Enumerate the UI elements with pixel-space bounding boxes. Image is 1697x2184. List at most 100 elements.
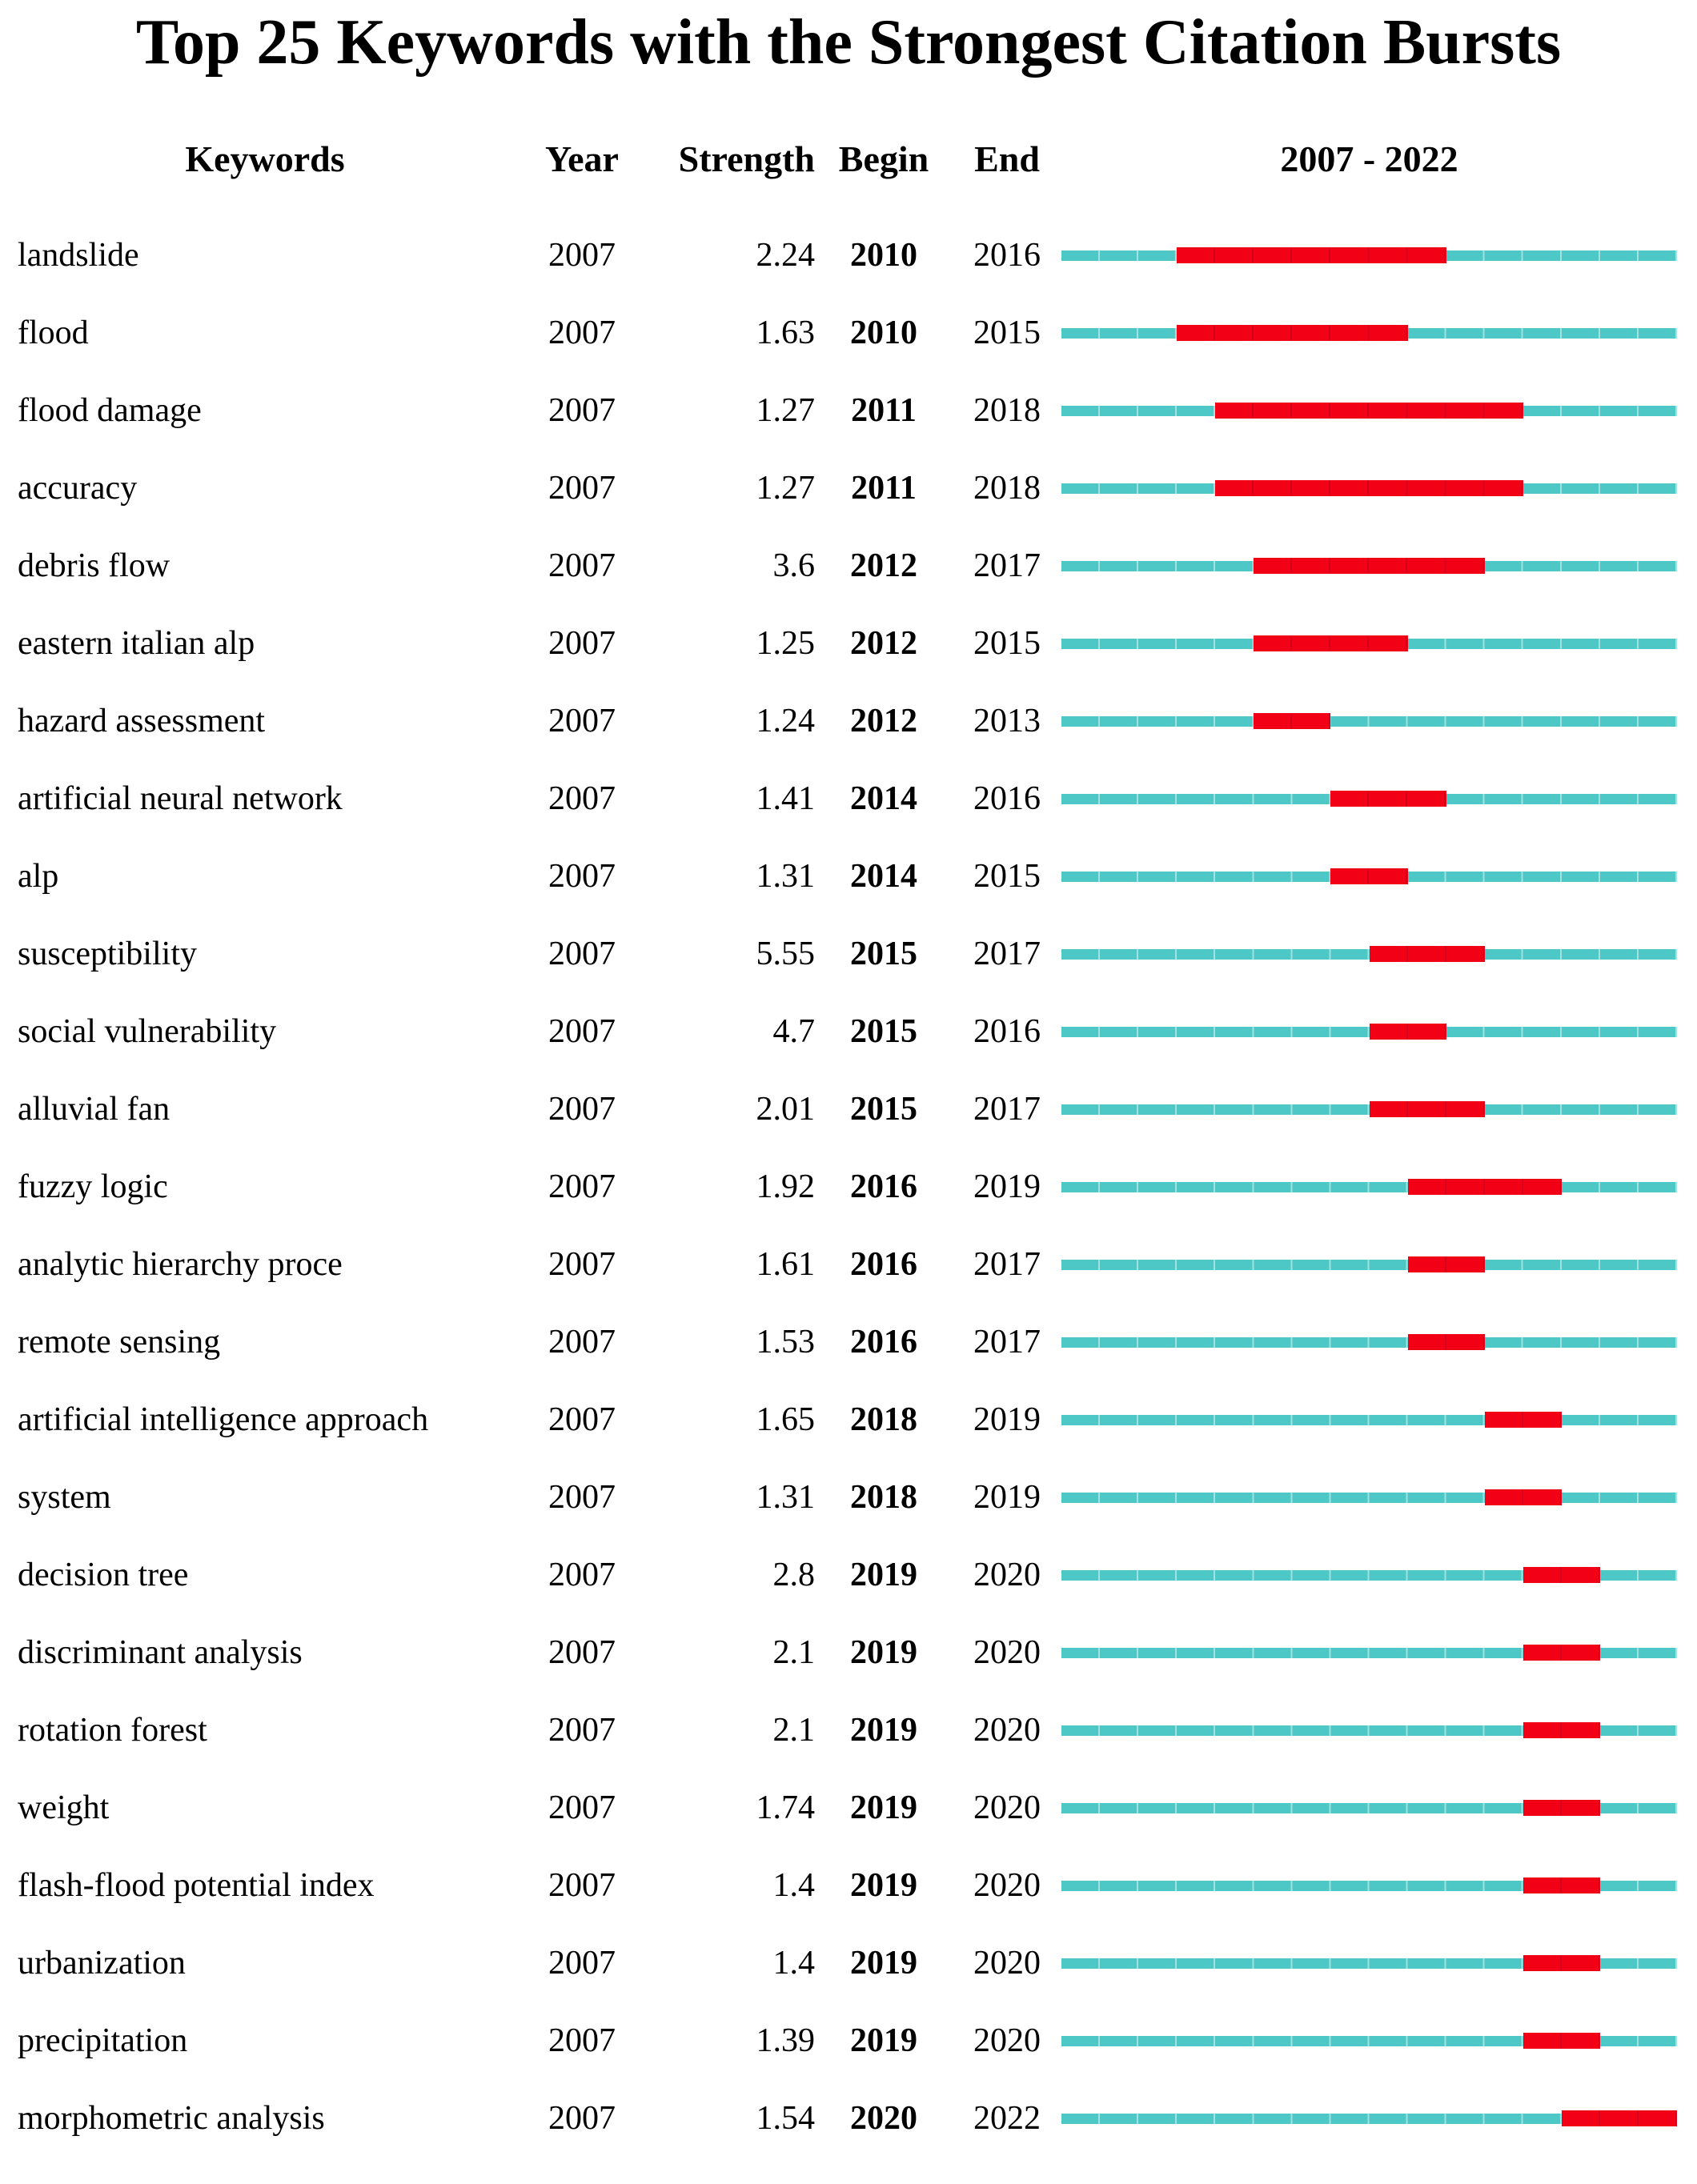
table-row: flood 2007 1.63 2010 2015	[0, 294, 1697, 371]
keyword-cell: analytic hierarchy proce	[18, 1245, 343, 1283]
strength-cell: 1.31	[756, 857, 816, 895]
keyword-cell: artificial neural network	[18, 779, 343, 817]
begin-year-cell: 2016	[850, 1323, 917, 1360]
timeline-track	[1061, 715, 1677, 727]
timeline-bar	[1061, 557, 1677, 574]
strength-cell: 1.61	[756, 1245, 816, 1283]
strength-cell: 1.39	[756, 2022, 816, 2059]
table-row: landslide 2007 2.24 2010 2016	[0, 216, 1697, 294]
begin-year-cell: 2012	[850, 624, 917, 662]
year-cell: 2007	[548, 935, 616, 972]
timeline-track	[1061, 1336, 1677, 1348]
strength-cell: 1.4	[772, 1944, 816, 1982]
year-cell: 2007	[548, 469, 616, 507]
begin-year-cell: 2020	[850, 2099, 917, 2137]
end-year-cell: 2015	[973, 314, 1041, 351]
year-cell: 2007	[548, 624, 616, 662]
keyword-cell: social vulnerability	[18, 1012, 277, 1050]
keyword-cell: debris flow	[18, 547, 171, 584]
keyword-cell: system	[18, 1478, 111, 1516]
keyword-cell: eastern italian alp	[18, 624, 255, 662]
table-row: accuracy 2007 1.27 2011 2018	[0, 449, 1697, 527]
timeline-bar	[1061, 246, 1677, 263]
strength-cell: 1.27	[756, 391, 816, 429]
timeline-bar	[1061, 1566, 1677, 1583]
timeline-track	[1061, 1181, 1677, 1192]
strength-cell: 1.4	[772, 1866, 816, 1904]
year-cell: 2007	[548, 2022, 616, 2059]
keyword-cell: fuzzy logic	[18, 1168, 168, 1205]
keyword-cell: alp	[18, 857, 59, 895]
table-row: decision tree 2007 2.8 2019 2020	[0, 1536, 1697, 1613]
keyword-cell: flash-flood potential index	[18, 1866, 375, 1904]
year-cell: 2007	[548, 1168, 616, 1205]
year-cell: 2007	[548, 857, 616, 895]
table-row: alluvial fan 2007 2.01 2015 2017	[0, 1070, 1697, 1148]
strength-cell: 2.1	[772, 1633, 816, 1671]
end-year-cell: 2016	[973, 1012, 1041, 1050]
end-year-cell: 2015	[973, 857, 1041, 895]
year-cell: 2007	[548, 391, 616, 429]
end-year-cell: 2020	[973, 1866, 1041, 1904]
begin-year-cell: 2014	[850, 857, 917, 895]
timeline-bar	[1061, 1178, 1677, 1195]
timeline-bar	[1061, 1411, 1677, 1428]
begin-year-cell: 2011	[851, 469, 917, 507]
end-year-cell: 2022	[973, 2099, 1041, 2137]
table-row: susceptibility 2007 5.55 2015 2017	[0, 915, 1697, 992]
year-cell: 2007	[548, 779, 616, 817]
burst-segment	[1215, 479, 1523, 496]
end-year-cell: 2017	[973, 547, 1041, 584]
keyword-cell: flood	[18, 314, 89, 351]
strength-cell: 2.8	[772, 1556, 816, 1593]
begin-year-cell: 2015	[850, 1012, 917, 1050]
end-year-cell: 2017	[973, 1323, 1041, 1360]
begin-year-cell: 2016	[850, 1245, 917, 1283]
burst-segment	[1522, 1799, 1600, 1816]
column-header-row: Keywords Year Strength Begin End 2007 - …	[0, 126, 1697, 190]
timeline-bar	[1061, 2110, 1677, 2126]
burst-segment	[1522, 1566, 1600, 1583]
keyword-rows-container: landslide 2007 2.24 2010 2016 flood 2007…	[0, 216, 1697, 2157]
end-year-cell: 2018	[973, 391, 1041, 429]
end-year-cell: 2019	[973, 1478, 1041, 1516]
begin-year-cell: 2019	[850, 1556, 917, 1593]
burst-segment	[1369, 945, 1485, 962]
table-row: social vulnerability 2007 4.7 2015 2016	[0, 992, 1697, 1070]
timeline-bar	[1061, 1256, 1677, 1272]
burst-segment	[1330, 868, 1408, 884]
year-cell: 2007	[548, 1556, 616, 1593]
table-row: eastern italian alp 2007 1.25 2012 2015	[0, 604, 1697, 682]
burst-segment	[1330, 790, 1446, 807]
column-header-year-range: 2007 - 2022	[1280, 138, 1458, 179]
burst-segment	[1407, 1256, 1485, 1272]
burst-segment	[1254, 635, 1408, 651]
timeline-bar	[1061, 1333, 1677, 1350]
begin-year-cell: 2019	[850, 1789, 917, 1826]
keyword-cell: weight	[18, 1789, 110, 1826]
strength-cell: 4.7	[772, 1012, 816, 1050]
burst-segment	[1254, 712, 1331, 729]
burst-segment	[1254, 557, 1485, 574]
begin-year-cell: 2014	[850, 779, 917, 817]
keyword-cell: alluvial fan	[18, 1090, 171, 1128]
table-row: flood damage 2007 1.27 2011 2018	[0, 371, 1697, 449]
keyword-cell: hazard assessment	[18, 702, 266, 739]
strength-cell: 3.6	[772, 547, 816, 584]
keyword-cell: susceptibility	[18, 935, 197, 972]
table-row: artificial neural network 2007 1.41 2014…	[0, 759, 1697, 837]
table-row: analytic hierarchy proce 2007 1.61 2016 …	[0, 1225, 1697, 1303]
end-year-cell: 2016	[973, 779, 1041, 817]
strength-cell: 1.53	[756, 1323, 816, 1360]
burst-segment	[1369, 1023, 1446, 1040]
keyword-cell: accuracy	[18, 469, 138, 507]
column-header-keywords: Keywords	[185, 138, 345, 179]
timeline-track	[1061, 1414, 1677, 1425]
year-cell: 2007	[548, 2099, 616, 2137]
year-cell: 2007	[548, 1090, 616, 1128]
begin-year-cell: 2019	[850, 1633, 917, 1671]
burst-segment	[1177, 246, 1446, 263]
year-cell: 2007	[548, 1711, 616, 1749]
begin-year-cell: 2010	[850, 236, 917, 274]
burst-segment	[1407, 1178, 1562, 1195]
